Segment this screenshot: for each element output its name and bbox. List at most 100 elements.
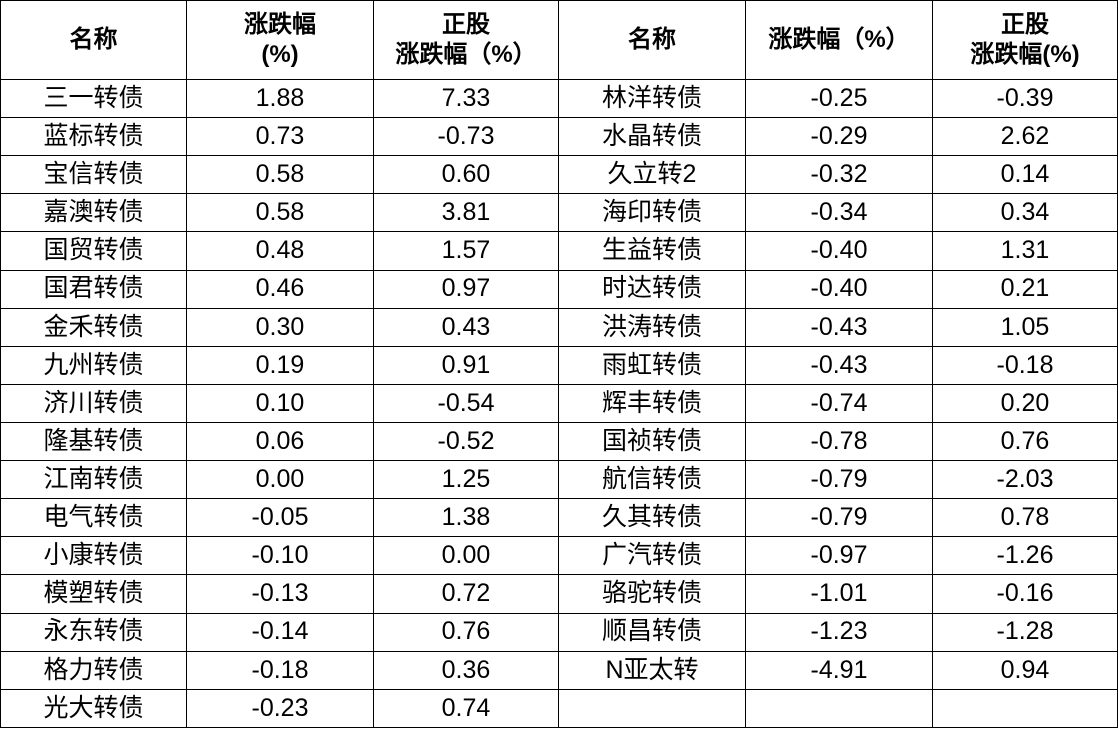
change-cell: 0.06	[186, 421, 374, 462]
table-row: 江南转债 0.00 1.25 航信转债 -0.79 -2.03	[0, 460, 1118, 500]
stock-change-cell: 0.74	[373, 688, 559, 729]
change-cell: -0.18	[186, 650, 374, 690]
name-cell: 辉丰转债	[558, 383, 746, 423]
stock-change-cell: 0.97	[373, 269, 559, 309]
header-cell: 正股 涨跌幅（%）	[373, 0, 559, 80]
name-cell: 时达转债	[558, 269, 746, 309]
table-row: 电气转债 -0.05 1.38 久其转债 -0.79 0.78	[0, 498, 1118, 538]
change-cell: 0.73	[186, 117, 374, 157]
stock-change-cell: 0.76	[932, 421, 1118, 462]
stock-change-cell: 0.00	[373, 536, 559, 576]
stock-change-cell: 7.33	[373, 78, 559, 119]
name-cell: 洪涛转债	[558, 307, 746, 347]
stock-change-cell: 0.94	[932, 650, 1118, 690]
header-row: 名称 涨跌幅 (%) 正股 涨跌幅（%） 名称 涨跌幅（%） 正股 涨跌幅(%)	[0, 0, 1118, 80]
stock-change-cell: -1.26	[932, 536, 1118, 576]
change-cell: -0.23	[186, 688, 374, 729]
stock-change-cell: 0.60	[373, 155, 559, 195]
change-cell: -0.40	[745, 269, 933, 309]
change-cell: 0.00	[186, 460, 374, 500]
change-cell: -0.40	[745, 231, 933, 271]
change-cell: -0.32	[745, 155, 933, 195]
table-body: 三一转债 1.88 7.33 林洋转债 -0.25 -0.39 蓝标转债 0.73 -0.73 水…	[0, 78, 1118, 729]
table-row: 光大转债 -0.23 0.74	[0, 688, 1118, 729]
change-cell: 0.19	[186, 345, 374, 385]
name-cell: 航信转债	[558, 460, 746, 500]
empty-cell	[745, 688, 933, 729]
change-cell: 1.88	[186, 78, 374, 119]
stock-change-cell: -0.52	[373, 421, 559, 462]
stock-change-cell: 0.78	[932, 498, 1118, 538]
header-cell: 名称	[0, 0, 187, 80]
name-cell: 国贸转债	[0, 231, 187, 271]
change-cell: -0.25	[745, 78, 933, 119]
change-cell: 0.30	[186, 307, 374, 347]
table-row: 隆基转债 0.06 -0.52 国祯转债 -0.78 0.76	[0, 421, 1118, 462]
stock-change-cell: 0.72	[373, 574, 559, 614]
stock-change-cell: 0.76	[373, 612, 559, 652]
name-cell: 三一转债	[0, 78, 187, 119]
name-cell: 格力转债	[0, 650, 187, 690]
stock-change-cell: 1.31	[932, 231, 1118, 271]
change-cell: 0.46	[186, 269, 374, 309]
table-row: 国贸转债 0.48 1.57 生益转债 -0.40 1.31	[0, 231, 1118, 271]
stock-change-cell: 1.57	[373, 231, 559, 271]
name-cell: 永东转债	[0, 612, 187, 652]
name-cell: 生益转债	[558, 231, 746, 271]
name-cell: 嘉澳转债	[0, 193, 187, 233]
empty-cell	[932, 688, 1118, 729]
stock-change-cell: 1.25	[373, 460, 559, 500]
change-cell: -0.14	[186, 612, 374, 652]
change-cell: 0.58	[186, 193, 374, 233]
stock-change-cell: 0.91	[373, 345, 559, 385]
name-cell: 电气转债	[0, 498, 187, 538]
name-cell: 宝信转债	[0, 155, 187, 195]
name-cell: 顺昌转债	[558, 612, 746, 652]
table-row: 宝信转债 0.58 0.60 久立转2 -0.32 0.14	[0, 155, 1118, 195]
table-row: 金禾转债 0.30 0.43 洪涛转债 -0.43 1.05	[0, 307, 1118, 347]
header-cell: 名称	[558, 0, 746, 80]
empty-cell	[558, 688, 746, 729]
table-row: 永东转债 -0.14 0.76 顺昌转债 -1.23 -1.28	[0, 612, 1118, 652]
name-cell: 小康转债	[0, 536, 187, 576]
change-cell: -0.78	[745, 421, 933, 462]
change-cell: -0.05	[186, 498, 374, 538]
name-cell: 蓝标转债	[0, 117, 187, 157]
name-cell: 江南转债	[0, 460, 187, 500]
change-cell: -0.79	[745, 460, 933, 500]
table-row: 济川转债 0.10 -0.54 辉丰转债 -0.74 0.20	[0, 383, 1118, 423]
change-cell: -1.23	[745, 612, 933, 652]
name-cell: 金禾转债	[0, 307, 187, 347]
name-cell: 久其转债	[558, 498, 746, 538]
stock-change-cell: 3.81	[373, 193, 559, 233]
name-cell: 隆基转债	[0, 421, 187, 462]
name-cell: 林洋转债	[558, 78, 746, 119]
stock-change-cell: -0.54	[373, 383, 559, 423]
name-cell: 水晶转债	[558, 117, 746, 157]
table-row: 小康转债 -0.10 0.00 广汽转债 -0.97 -1.26	[0, 536, 1118, 576]
stock-change-cell: -0.18	[932, 345, 1118, 385]
change-cell: -0.43	[745, 345, 933, 385]
name-cell: 光大转债	[0, 688, 187, 729]
change-cell: -4.91	[745, 650, 933, 690]
stock-change-cell: 2.62	[932, 117, 1118, 157]
table-row: 三一转债 1.88 7.33 林洋转债 -0.25 -0.39	[0, 78, 1118, 119]
stock-change-cell: 0.34	[932, 193, 1118, 233]
name-cell: 雨虹转债	[558, 345, 746, 385]
stock-change-cell: 0.20	[932, 383, 1118, 423]
change-cell: 0.58	[186, 155, 374, 195]
change-cell: -0.97	[745, 536, 933, 576]
stock-change-cell: -0.39	[932, 78, 1118, 119]
change-cell: -1.01	[745, 574, 933, 614]
stock-change-cell: -1.28	[932, 612, 1118, 652]
name-cell: N亚太转	[558, 650, 746, 690]
header-cell: 涨跌幅 (%)	[186, 0, 374, 80]
change-cell: -0.29	[745, 117, 933, 157]
change-cell: -0.13	[186, 574, 374, 614]
change-cell: -0.79	[745, 498, 933, 538]
name-cell: 海印转债	[558, 193, 746, 233]
name-cell: 骆驼转债	[558, 574, 746, 614]
header-cell: 正股 涨跌幅(%)	[932, 0, 1118, 80]
stock-change-cell: -0.16	[932, 574, 1118, 614]
table-row: 九州转债 0.19 0.91 雨虹转债 -0.43 -0.18	[0, 345, 1118, 385]
